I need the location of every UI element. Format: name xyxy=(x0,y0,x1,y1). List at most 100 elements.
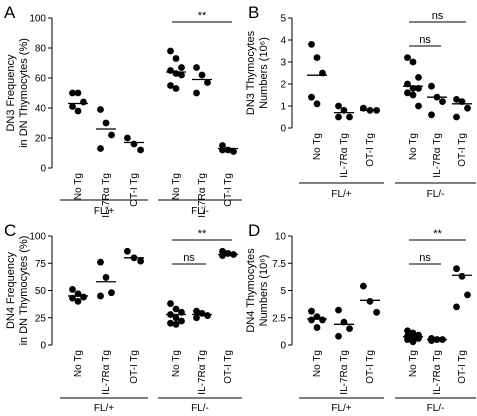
data-point xyxy=(193,64,200,71)
x-tick-label: OT-I Tg xyxy=(457,133,468,167)
y-tick-label: 0 xyxy=(40,341,46,352)
x-tick-label: No Tg xyxy=(312,350,323,377)
y-tick-label: 10 xyxy=(275,232,287,243)
data-point xyxy=(102,274,110,281)
significance-label: ns xyxy=(432,10,444,22)
data-point xyxy=(428,111,435,119)
group-label: FL/+ xyxy=(331,403,351,414)
y-tick-label: 2 xyxy=(280,80,286,91)
y-tick-label: 100 xyxy=(29,14,46,25)
data-point xyxy=(172,314,180,322)
x-tick-label: OT-I Tg xyxy=(223,350,234,384)
data-point xyxy=(204,312,211,319)
x-tick-label: IL-7Rα Tg xyxy=(101,173,112,218)
data-point xyxy=(346,113,353,121)
y-tick-label: 1 xyxy=(280,102,286,113)
x-tick-label: IL-7Rα Tg xyxy=(432,133,443,178)
data-point xyxy=(404,327,411,335)
x-tick-label: IL-7Rα Tg xyxy=(197,350,208,395)
data-point xyxy=(69,89,76,97)
x-tick-label: OT-I Tg xyxy=(365,350,376,384)
data-point xyxy=(130,140,138,148)
data-point xyxy=(428,337,435,345)
data-point xyxy=(219,146,226,154)
data-point xyxy=(308,93,315,101)
data-point xyxy=(69,103,76,110)
data-point xyxy=(230,148,237,155)
y-axis-label: DN3 Thymocytes xyxy=(245,30,257,115)
y-tick-label: 5 xyxy=(280,286,286,297)
y-tick-label: 60 xyxy=(35,74,47,85)
y-tick-label: 20 xyxy=(35,134,47,145)
x-tick-label: IL-7Rα Tg xyxy=(197,173,208,218)
x-tick-label: No Tg xyxy=(171,350,182,377)
y-tick-label: 40 xyxy=(35,104,47,115)
data-point xyxy=(308,316,315,324)
data-point xyxy=(335,113,342,121)
data-point xyxy=(97,258,104,266)
data-point xyxy=(178,317,185,325)
data-point xyxy=(172,305,180,313)
significance-label: ** xyxy=(433,228,442,240)
data-point xyxy=(137,257,145,265)
data-point xyxy=(404,89,411,97)
data-point xyxy=(453,265,460,273)
x-tick-label: OT-I Tg xyxy=(223,173,234,207)
panel-label: A xyxy=(4,3,16,22)
significance-label: ns xyxy=(183,252,195,264)
data-point xyxy=(319,316,326,324)
data-point xyxy=(97,292,104,300)
data-point xyxy=(167,47,174,55)
data-point xyxy=(409,58,417,66)
data-point xyxy=(409,91,417,99)
y-tick-label: 2.5 xyxy=(272,313,286,324)
data-point xyxy=(335,332,342,340)
panel-label: C xyxy=(4,221,16,240)
data-point xyxy=(428,82,435,90)
data-point xyxy=(69,286,76,293)
data-point xyxy=(313,324,321,331)
data-point xyxy=(80,293,87,301)
y-axis-label: DN4 Thymocytes xyxy=(245,248,257,333)
y-axis-label: DN3 Frequency xyxy=(5,54,17,132)
group-label: FL/- xyxy=(191,206,209,217)
y-axis-label: DN4 Frequency xyxy=(5,251,17,329)
data-point xyxy=(453,96,460,103)
x-tick-label: IL-7Rα Tg xyxy=(432,350,443,395)
data-point xyxy=(97,106,104,113)
x-tick-label: IL-7Rα Tg xyxy=(339,350,350,395)
x-tick-label: OT-I Tg xyxy=(457,350,468,384)
group-label: FL/+ xyxy=(331,189,351,200)
y-tick-label: 3 xyxy=(280,58,286,69)
data-point xyxy=(308,41,315,48)
x-tick-label: OT-I Tg xyxy=(129,173,140,207)
group-label: FL/- xyxy=(191,403,209,414)
data-point xyxy=(193,89,200,97)
data-point xyxy=(335,102,342,110)
y-tick-label: 100 xyxy=(29,232,46,243)
data-point xyxy=(313,100,321,108)
panel-label: B xyxy=(248,3,259,22)
data-point xyxy=(178,64,185,71)
data-point xyxy=(458,272,466,280)
significance-label: ns xyxy=(419,34,431,46)
data-point xyxy=(137,146,145,154)
x-tick-label: No Tg xyxy=(73,350,84,377)
data-point xyxy=(404,54,411,61)
data-point xyxy=(453,303,460,311)
data-point xyxy=(80,98,87,106)
y-tick-label: 25 xyxy=(35,313,47,324)
data-point xyxy=(439,98,446,105)
group-label: FL/+ xyxy=(94,403,114,414)
data-point xyxy=(204,79,211,86)
y-axis-label: in DN Thymocytes (%) xyxy=(18,38,30,148)
data-point xyxy=(167,300,174,307)
data-point xyxy=(308,307,315,315)
x-tick-label: No Tg xyxy=(312,133,323,160)
data-point xyxy=(415,102,422,110)
data-point xyxy=(167,82,174,89)
y-tick-label: 0 xyxy=(280,124,286,135)
y-tick-label: 5 xyxy=(280,14,286,25)
y-tick-label: 7.5 xyxy=(272,259,286,270)
data-point xyxy=(464,291,471,299)
